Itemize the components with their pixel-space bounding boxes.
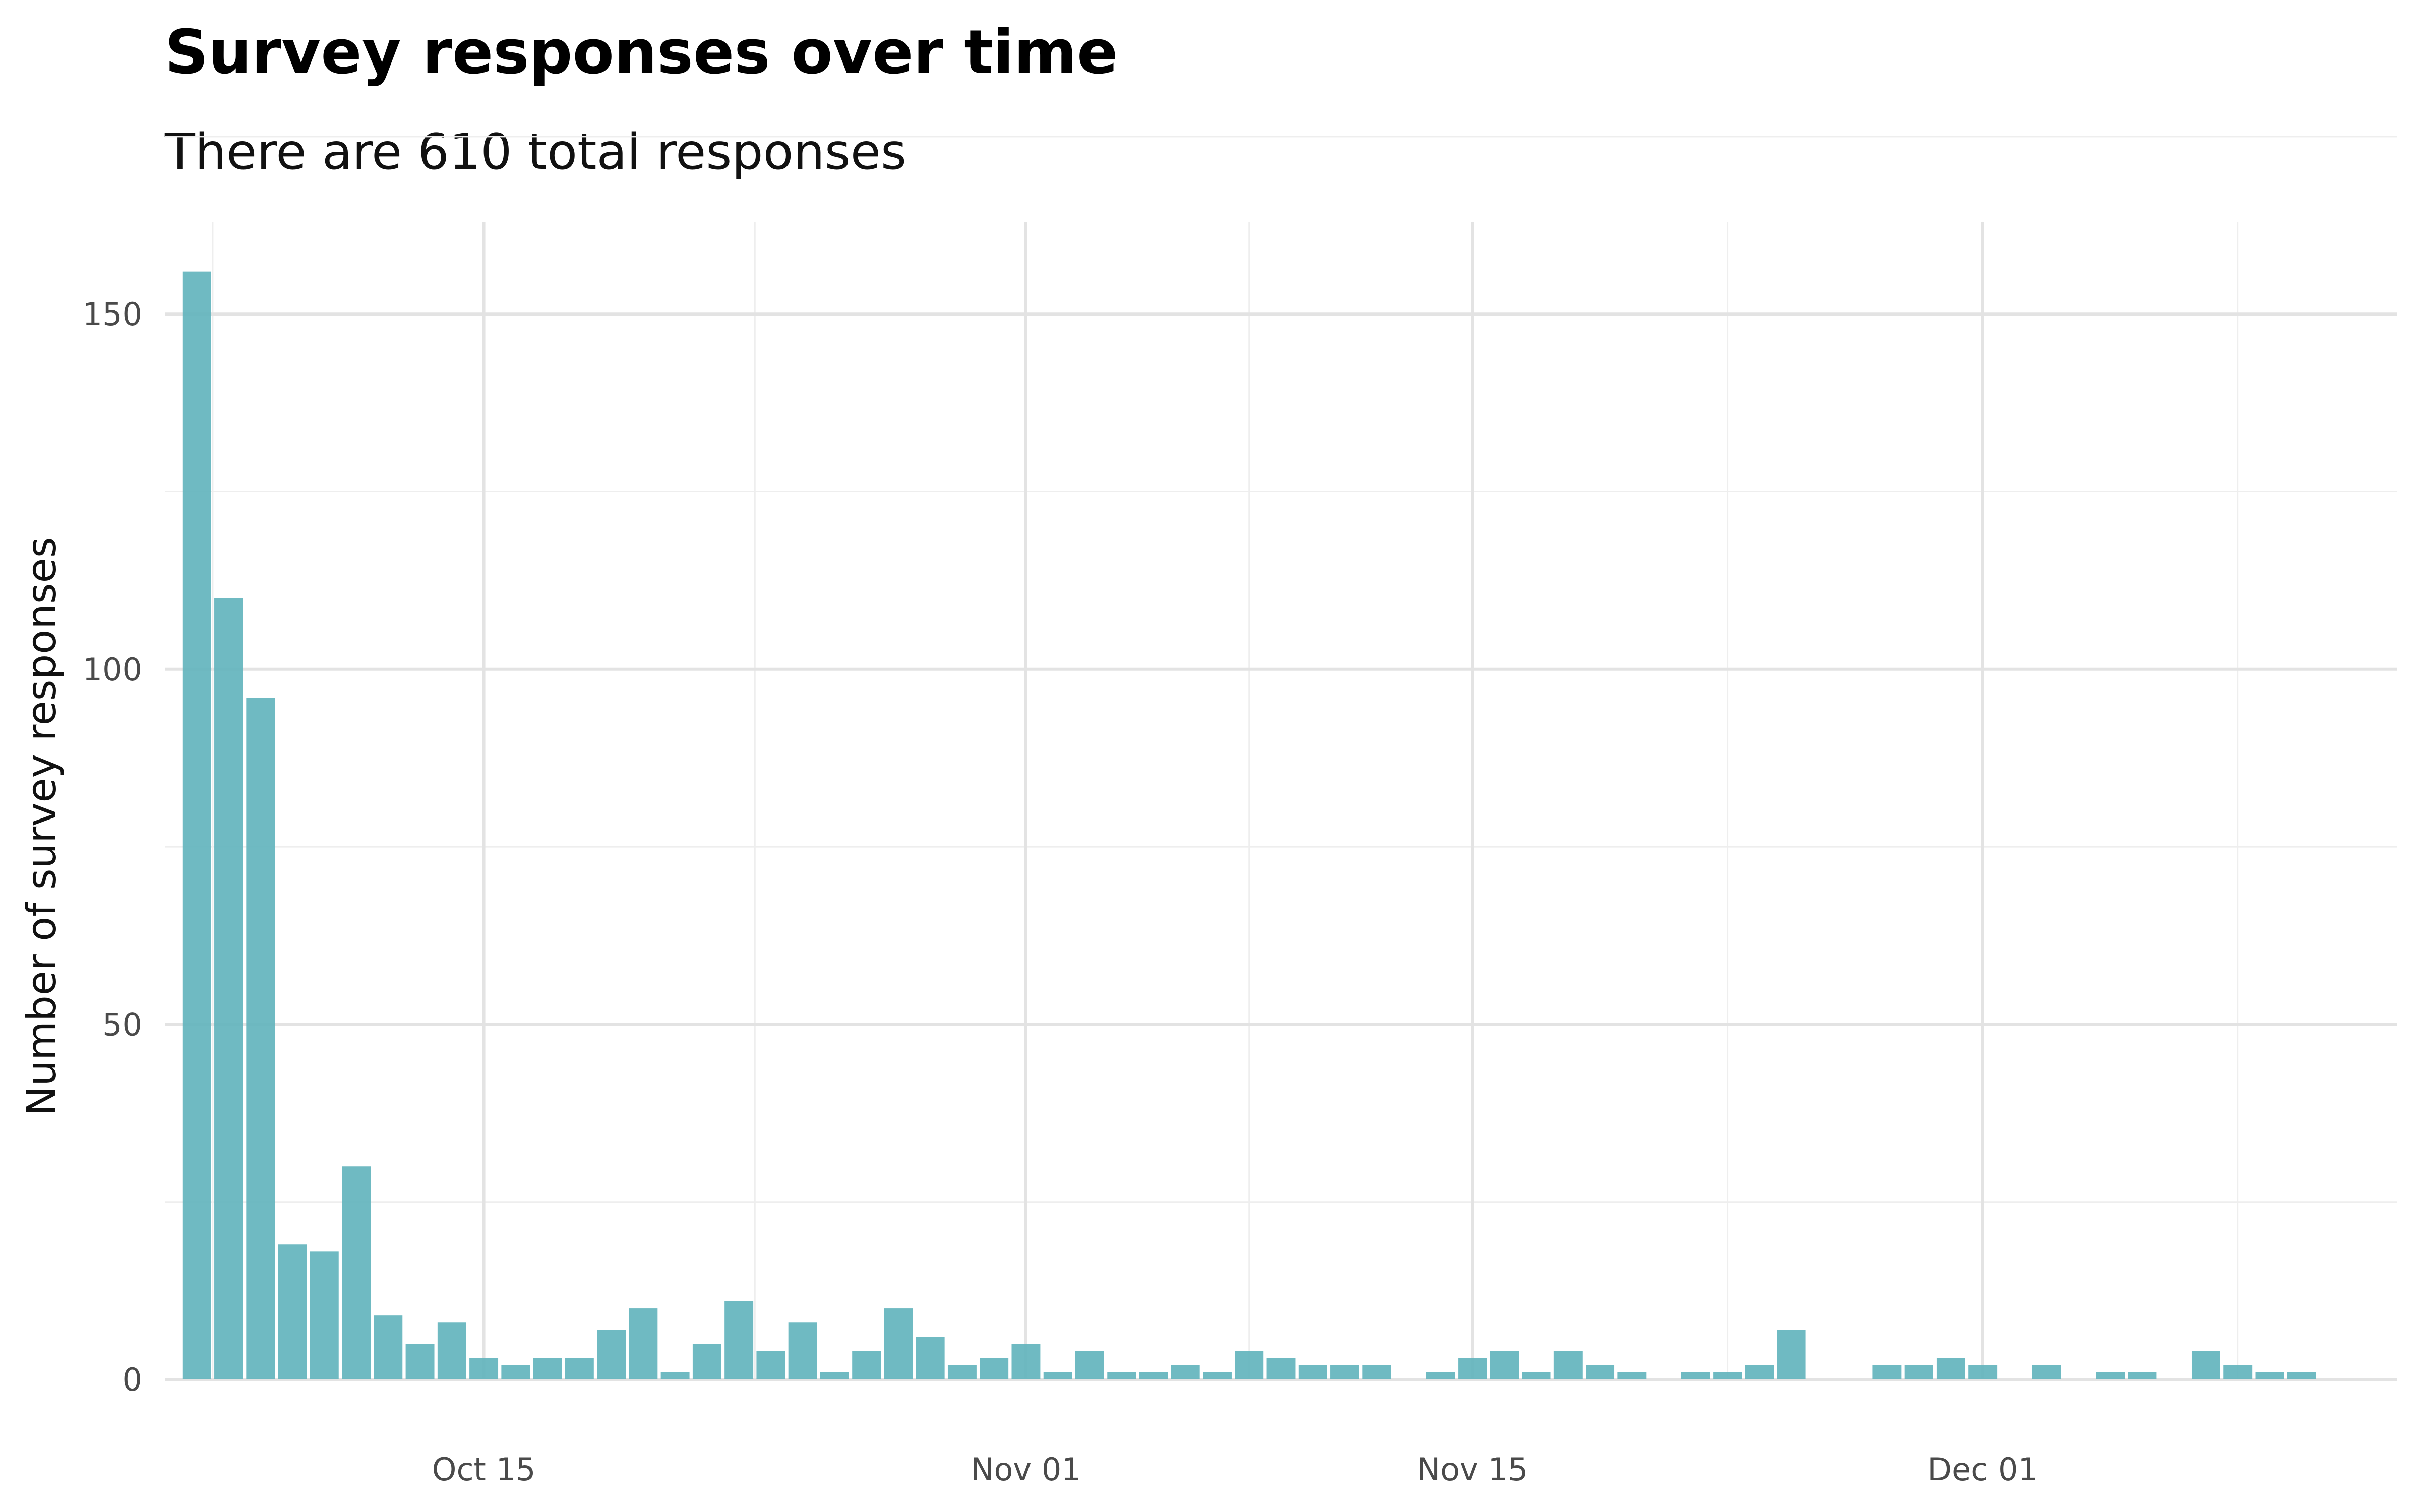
bar [980,1358,1009,1379]
bar [1107,1372,1136,1379]
bar [1968,1365,1998,1379]
bar [565,1358,594,1379]
bar [1936,1358,1965,1379]
bar [1553,1351,1583,1379]
bar [278,1244,307,1379]
bar [246,698,275,1379]
y-tick-label: 0 [123,1361,142,1398]
bar [437,1322,466,1379]
bar [1586,1365,1615,1379]
bar [1235,1351,1264,1379]
bar [1458,1358,1487,1379]
bar [182,271,211,1380]
y-axis-label: Number of survey responses [18,537,65,1116]
bar [1426,1372,1455,1379]
bar [756,1351,785,1379]
bar [2191,1351,2220,1379]
bar [2096,1372,2125,1379]
bar [533,1358,562,1379]
bar [947,1365,977,1379]
major-gridlines [165,222,2397,1381]
x-tick-label: Oct 15 [432,1451,536,1488]
bar [1362,1365,1392,1379]
y-tick-label: 50 [102,1006,142,1043]
bar [1011,1344,1041,1379]
chart-title: Survey responses over time [165,18,1118,88]
bar [692,1344,721,1379]
bar [1203,1372,1232,1379]
bar [1777,1330,1806,1379]
bar [469,1358,499,1379]
bar [1043,1372,1072,1379]
bar [916,1337,945,1379]
bar [342,1166,371,1379]
bar [597,1330,626,1379]
bar [660,1372,690,1379]
bar [2032,1365,2061,1379]
bar [2287,1372,2316,1379]
bar [1490,1351,1519,1379]
chart-subtitle: There are 610 total responses [164,123,906,181]
bar [2223,1365,2253,1379]
bar [1681,1372,1710,1379]
bar [1171,1365,1200,1379]
bar [1713,1372,1742,1379]
bar [1330,1365,1359,1379]
bar [1266,1358,1296,1379]
bar [884,1308,913,1379]
x-tick-labels: Oct 15 Nov 01 Nov 15 Dec 01 [432,1451,2038,1488]
bar [501,1365,530,1379]
x-tick-label: Nov 01 [971,1451,1081,1488]
y-tick-labels: 0 50 100 150 [83,296,142,1398]
x-tick-label: Nov 15 [1417,1451,1528,1488]
bar [1139,1372,1168,1379]
bar [2128,1372,2157,1379]
bar [820,1372,849,1379]
bar [310,1251,339,1379]
bar [2255,1372,2284,1379]
bars [182,271,2316,1380]
bar [724,1301,754,1379]
bar [214,598,243,1379]
bar [1872,1365,1902,1379]
bar [1075,1351,1104,1379]
y-tick-label: 100 [83,651,142,688]
bar [1522,1372,1551,1379]
bar [788,1322,817,1379]
bar [1617,1372,1647,1379]
x-tick-label: Dec 01 [1927,1451,2038,1488]
minor-gridlines [165,136,2397,1379]
bar [1904,1365,1933,1379]
bar [1745,1365,1774,1379]
bar [405,1344,435,1379]
y-tick-label: 150 [83,296,142,333]
bar [852,1351,881,1379]
bar [374,1315,403,1379]
bar [1298,1365,1327,1379]
bar [629,1308,658,1379]
